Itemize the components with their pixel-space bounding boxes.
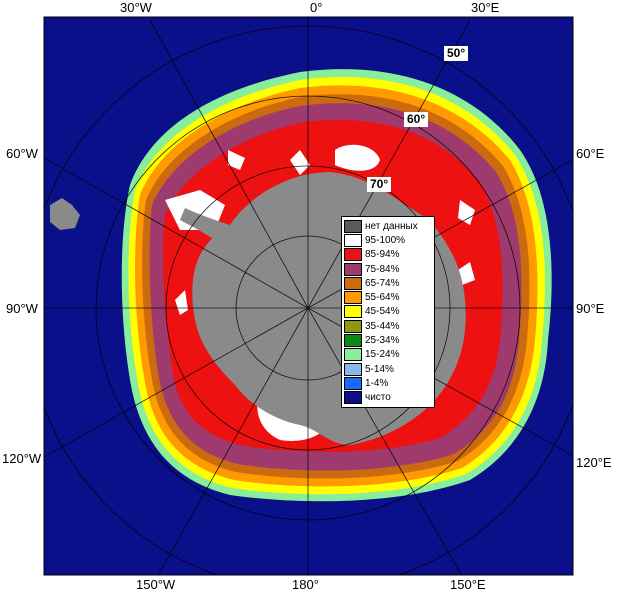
lon-label-30e: 30°E bbox=[471, 0, 500, 15]
legend-label: 5-14% bbox=[365, 363, 394, 375]
lon-label-90w: 90°W bbox=[6, 301, 38, 316]
legend-item: 75-84% bbox=[344, 262, 434, 276]
legend-swatch bbox=[344, 305, 362, 319]
legend-item: 1-4% bbox=[344, 376, 434, 390]
lat-label-50: 50° bbox=[444, 46, 469, 61]
legend-label: 95-100% bbox=[365, 234, 406, 246]
lon-label-0: 0° bbox=[310, 0, 323, 15]
legend-item: нет данных bbox=[344, 219, 434, 233]
legend-item: 15-24% bbox=[344, 348, 434, 362]
lon-label-120w: 120°W bbox=[2, 451, 42, 466]
legend-item: 55-64% bbox=[344, 290, 434, 305]
lat-label-70: 70° bbox=[367, 177, 392, 192]
legend-swatch bbox=[344, 291, 362, 305]
legend-swatch bbox=[344, 233, 362, 247]
legend-label: 35-44% bbox=[365, 320, 400, 332]
legend-label: 75-84% bbox=[365, 263, 400, 275]
legend-label: 85-94% bbox=[365, 249, 400, 261]
legend-swatch bbox=[344, 334, 362, 348]
legend-item: 5-14% bbox=[344, 362, 434, 376]
lon-label-60w: 60°W bbox=[6, 146, 38, 161]
lon-label-180: 180° bbox=[292, 577, 319, 592]
legend-item: чисто bbox=[344, 391, 434, 405]
lon-label-150e: 150°E bbox=[450, 577, 486, 592]
legend-item: 85-94% bbox=[344, 248, 434, 262]
map-border bbox=[43, 16, 574, 576]
lon-label-90e: 90°E bbox=[576, 301, 605, 316]
lon-label-150w: 150°W bbox=[136, 577, 176, 592]
legend-label: 25-34% bbox=[365, 335, 400, 347]
legend-swatch bbox=[344, 262, 362, 276]
legend-label: 1-4% bbox=[365, 377, 389, 389]
lon-label-120e: 120°E bbox=[576, 455, 612, 470]
legend-swatch bbox=[344, 276, 362, 290]
legend-label: 65-74% bbox=[365, 277, 400, 289]
legend-item: 95-100% bbox=[344, 233, 434, 247]
legend-swatch bbox=[344, 319, 362, 333]
antarctic-peninsula bbox=[180, 208, 230, 245]
legend-label: нет данных bbox=[365, 220, 418, 232]
legend-swatch bbox=[344, 248, 362, 262]
legend-item: 45-54% bbox=[344, 305, 434, 319]
south-america-fragment bbox=[50, 198, 80, 230]
legend-swatch bbox=[344, 219, 362, 233]
lat-label-60: 60° bbox=[404, 112, 429, 127]
legend-item: 25-34% bbox=[344, 333, 434, 348]
lon-label-30w: 30°W bbox=[120, 0, 152, 15]
legend-swatch bbox=[344, 362, 362, 376]
lon-label-60e: 60°E bbox=[576, 146, 605, 161]
legend-label: 15-24% bbox=[365, 349, 400, 361]
legend-item: 65-74% bbox=[344, 276, 434, 290]
legend-label: чисто bbox=[365, 392, 391, 404]
legend-item: 35-44% bbox=[344, 319, 434, 333]
meridian-lines bbox=[44, 17, 573, 575]
legend-label: 45-54% bbox=[365, 306, 400, 318]
legend-swatch bbox=[344, 391, 362, 405]
ice-concentration-legend: нет данных 95-100% 85-94% 75-84% 65-74% 55-64… bbox=[341, 216, 435, 408]
legend-swatch bbox=[344, 348, 362, 362]
legend-swatch bbox=[344, 376, 362, 390]
legend-label: 55-64% bbox=[365, 292, 400, 304]
